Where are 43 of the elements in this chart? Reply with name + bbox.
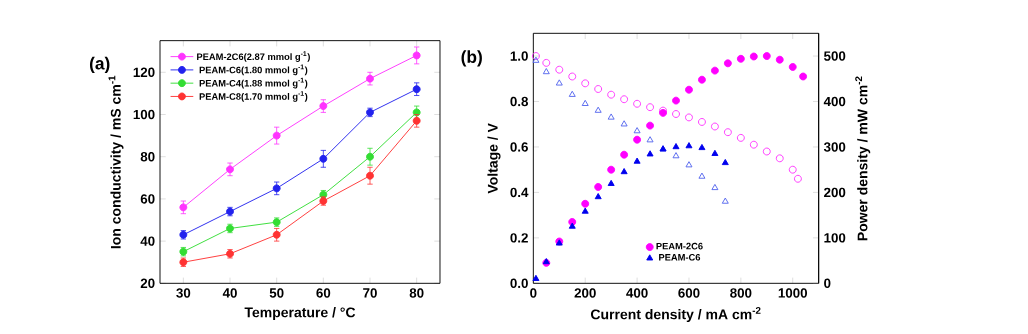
y2-tick-label: 100 xyxy=(824,233,846,243)
y-tick-label: 0.2 xyxy=(510,233,528,243)
y2-tick-label: 300 xyxy=(823,142,846,152)
x-tick-label: 200 xyxy=(574,288,596,298)
x-tick-label: 50 xyxy=(269,288,284,298)
x-tick-label: 80 xyxy=(409,288,424,298)
y-tick-label: 80 xyxy=(140,152,155,162)
x-tick-label: 70 xyxy=(363,288,377,298)
x-tick-label: 600 xyxy=(678,288,700,298)
y-tick-label: 0.8 xyxy=(510,96,529,107)
y-tick-label: 20 xyxy=(140,278,155,289)
y2-tick-label: 500 xyxy=(824,51,846,61)
x-tick-label: 60 xyxy=(316,288,331,298)
y2-tick-label: 400 xyxy=(823,96,846,107)
legend-label: PEAM-C8(1.70 mmol g$^{-1}$) xyxy=(199,91,308,102)
y-tick-label: 40 xyxy=(140,236,155,246)
legend-label: PEAM-C4(1.88 mmol g$^{-1}$) xyxy=(199,77,308,89)
y-tick-label: 0.4 xyxy=(510,187,529,198)
x-tick-label: 400 xyxy=(626,288,648,298)
x-tick-label: 30 xyxy=(176,288,191,298)
y-tick-label: 60 xyxy=(140,194,155,204)
text: (a) xyxy=(89,56,110,73)
x-axis-title: Current density / mA cm$^{-2}$ xyxy=(590,307,761,323)
y-tick-label: 120 xyxy=(133,67,155,78)
y2-tick-label: 0 xyxy=(824,278,831,289)
x-tick-label: 40 xyxy=(222,288,237,298)
y-axis-title: Ion conductivity / mS cm$^{-1}$ xyxy=(108,75,124,249)
x-tick-label: 0 xyxy=(530,288,537,298)
text: (b) xyxy=(461,50,482,67)
legend-label: PEAM-2C6 xyxy=(656,242,703,250)
y2-tick-label: 200 xyxy=(824,187,846,198)
legend-label: PEAM-2C6(2.87 mmol g$^{-1}$) xyxy=(197,51,310,62)
x-tick-label: 800 xyxy=(730,288,752,298)
y-tick-label: 1.0 xyxy=(510,51,528,61)
legend-label: PEAM-C6(1.80 mmol g$^{-1}$) xyxy=(199,64,308,76)
y-tick-label: 100 xyxy=(133,109,155,120)
x-axis-title: Temperature / °C xyxy=(244,307,356,321)
legend-label: PEAM-C6 xyxy=(659,254,701,261)
y-tick-label: 0.6 xyxy=(510,142,528,152)
x-tick-label: 1000 xyxy=(778,288,808,298)
y-axis-title: Voltage / V xyxy=(487,123,501,194)
y2-axis-title: Power density / mW cm$^{-2}$ xyxy=(855,76,871,241)
y-tick-label: 0.0 xyxy=(510,278,528,289)
